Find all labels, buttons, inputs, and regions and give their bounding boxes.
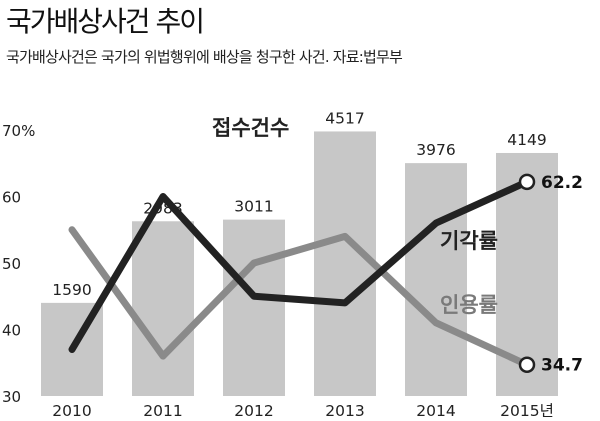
y-tick-label: 30 (2, 388, 21, 406)
chart-title: 국가배상사건 추이 (6, 5, 205, 38)
label-accept-series: 인용률 (440, 293, 498, 317)
y-tick-label: 50 (2, 255, 21, 273)
bar-value-label: 3011 (234, 198, 273, 216)
line-accept-rate (68, 226, 531, 369)
lines-layer (68, 178, 531, 369)
bar-value-label: 4149 (507, 131, 546, 149)
x-tick-label: 2010 (52, 402, 91, 420)
x-tick-label: 2012 (234, 402, 273, 420)
x-tick-label: 2015년 (500, 402, 554, 420)
bar-2012 (223, 219, 285, 396)
label-reject-series: 기각률 (440, 229, 498, 253)
chart-subtitle: 국가배상사건은 국가의 위법행위에 배상을 청구한 사건. 자료:법무부 (6, 48, 403, 66)
marker-accept-end (518, 356, 536, 373)
x-tick-label: 2013 (325, 402, 364, 420)
label-bar-series: 접수건수 (212, 116, 289, 140)
bar-value-label: 3976 (416, 141, 455, 159)
end-label-reject: 62.2 (541, 173, 583, 193)
y-axis: 70% 60 50 40 30 (2, 122, 35, 406)
y-tick-label: 60 (2, 189, 21, 207)
bar-2011 (132, 221, 194, 396)
y-tick-label: 70% (2, 122, 35, 140)
line-reject-rate (68, 178, 531, 353)
x-tick-label: 2011 (143, 402, 182, 420)
bars-layer (41, 131, 558, 396)
x-axis: 2010 2011 2012 2013 2014 2015년 (52, 402, 554, 420)
bar-2014 (405, 163, 467, 396)
y-tick-label: 40 (2, 322, 21, 340)
bar-2013 (314, 131, 376, 396)
end-label-accept: 34.7 (541, 356, 583, 376)
marker-reject-end (518, 173, 536, 191)
x-tick-label: 2014 (416, 402, 455, 420)
bar-value-label: 4517 (325, 109, 364, 127)
bar-value-label: 1590 (52, 281, 91, 299)
